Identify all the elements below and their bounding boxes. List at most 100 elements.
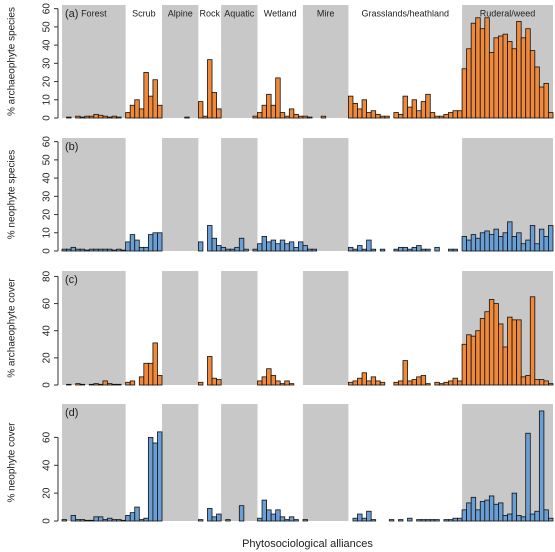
bar	[288, 108, 295, 119]
bar	[284, 519, 290, 522]
bar	[257, 243, 263, 252]
bar	[470, 496, 477, 522]
bar	[420, 101, 427, 119]
bar	[116, 383, 122, 386]
bar	[147, 234, 154, 252]
bar	[88, 519, 95, 522]
bar	[466, 334, 472, 386]
bar	[93, 248, 99, 252]
bar	[238, 505, 245, 522]
bar	[348, 381, 354, 386]
y-tick-label: 60	[42, 298, 53, 310]
group-label: Scrub	[132, 8, 156, 18]
bar	[138, 519, 145, 522]
bar	[416, 245, 422, 252]
y-tick-label: 0	[42, 115, 53, 121]
bar	[97, 516, 104, 522]
bar	[398, 519, 404, 522]
bar	[429, 112, 436, 119]
bar	[120, 519, 127, 522]
x-axis-title: Phytosociological alliances	[242, 538, 373, 550]
bar	[498, 236, 504, 252]
bar	[357, 245, 363, 252]
group-shade	[162, 138, 199, 251]
group-label: Rock	[199, 8, 220, 18]
bar	[307, 116, 313, 119]
bar	[125, 381, 131, 386]
bar	[216, 108, 222, 119]
bar	[393, 381, 399, 386]
bar	[479, 28, 486, 119]
bar	[75, 519, 81, 522]
bar	[216, 379, 222, 386]
group-label: Forest	[81, 8, 107, 18]
bar	[461, 236, 468, 252]
bar	[511, 319, 518, 386]
group-label: Grasslands/heathland	[361, 8, 449, 18]
bar	[411, 99, 418, 119]
bar	[402, 95, 408, 119]
bar	[111, 115, 117, 119]
bar	[488, 234, 495, 252]
bar	[520, 376, 527, 386]
bar	[157, 232, 163, 252]
bar	[488, 51, 495, 119]
bar	[493, 228, 499, 252]
group-shade	[162, 271, 199, 385]
bar	[129, 234, 136, 252]
bar	[107, 517, 113, 522]
bar	[93, 383, 99, 386]
bar	[543, 82, 549, 119]
bar	[152, 342, 158, 386]
bar	[116, 519, 122, 522]
bar	[270, 239, 277, 252]
bar	[75, 248, 81, 252]
bar	[129, 104, 136, 119]
bar	[525, 239, 531, 252]
y-tick-label: 50	[42, 21, 53, 33]
bar	[147, 362, 154, 386]
bar	[288, 383, 295, 386]
bar	[411, 246, 418, 252]
group-shade	[62, 5, 126, 118]
bar	[516, 319, 522, 386]
y-tick-label: 40	[42, 172, 53, 184]
bar	[70, 246, 77, 252]
bar	[211, 377, 217, 386]
bar	[484, 230, 490, 252]
bar	[543, 509, 549, 522]
bar	[361, 248, 368, 252]
bar	[448, 112, 454, 119]
bar	[502, 346, 508, 386]
y-tick-label: 60	[42, 136, 53, 148]
bar	[147, 437, 154, 522]
bar	[398, 380, 404, 386]
bar	[107, 248, 113, 252]
y-tick-label: 10	[42, 94, 53, 106]
bar	[366, 239, 372, 252]
bar	[443, 381, 449, 386]
y-tick-label: 10	[42, 227, 53, 239]
bar	[543, 380, 549, 386]
bar	[548, 112, 554, 119]
bar	[502, 232, 508, 252]
bar	[207, 508, 213, 522]
bar	[84, 249, 90, 252]
bar	[348, 246, 354, 252]
bar	[443, 113, 449, 119]
bar	[366, 380, 372, 386]
bar	[425, 519, 431, 522]
bar	[79, 248, 86, 252]
bar	[197, 101, 204, 119]
bar	[88, 383, 95, 386]
group-shade	[221, 271, 258, 385]
bar	[261, 499, 267, 522]
bar	[202, 115, 208, 119]
y-tick-label: 20	[42, 76, 53, 88]
bar	[379, 115, 386, 119]
bar	[111, 249, 117, 252]
group-shade	[221, 404, 258, 521]
group-label: Wetland	[264, 8, 297, 18]
bar	[197, 241, 204, 252]
y-tick-label: 20	[42, 209, 53, 221]
